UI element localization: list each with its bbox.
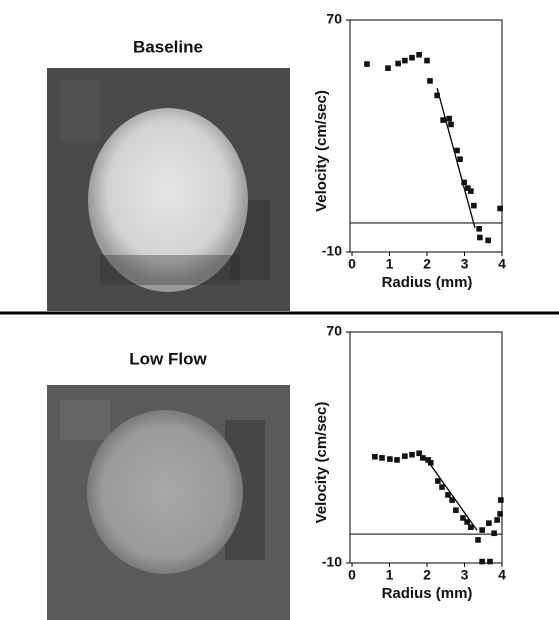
data-point: [486, 520, 492, 526]
x-tick-label: 2: [423, 567, 431, 583]
y-axis-label: Velocity (cm/sec): [313, 402, 330, 524]
data-point: [402, 453, 408, 459]
x-tick-label: 4: [498, 256, 506, 272]
data-point: [402, 57, 408, 64]
data-point: [372, 453, 378, 460]
x-tick-label: 0: [348, 256, 356, 272]
data-point: [420, 455, 426, 461]
data-point: [457, 156, 463, 162]
y-axis-label: Velocity (cm/sec): [313, 90, 330, 212]
x-tick-label: 4: [498, 567, 506, 583]
data-point: [416, 450, 422, 457]
data-point: [465, 185, 471, 191]
data-point: [494, 517, 500, 523]
data-point: [425, 457, 431, 463]
fit-line: [429, 463, 478, 531]
data-point: [424, 57, 430, 64]
data-point: [446, 115, 452, 122]
data-point: [475, 537, 481, 543]
panel-title: Baseline: [133, 37, 203, 56]
data-point: [445, 492, 451, 498]
x-tick-label: 3: [461, 567, 469, 583]
data-point: [448, 121, 454, 128]
data-point: [497, 205, 503, 212]
data-point: [491, 530, 497, 537]
panel-title: Low Flow: [129, 349, 207, 368]
data-point: [468, 188, 474, 194]
data-point: [364, 61, 370, 67]
data-point: [385, 65, 391, 71]
data-point: [498, 497, 504, 503]
data-point: [497, 511, 503, 517]
data-point: [476, 226, 482, 232]
x-tick-label: 1: [386, 567, 394, 583]
data-point: [464, 519, 470, 525]
mri-image-low-flow: [47, 385, 290, 620]
data-point: [409, 54, 415, 61]
x-tick-label: 3: [461, 256, 469, 272]
data-point: [440, 117, 446, 123]
x-axis-label: Radius (mm): [382, 585, 473, 602]
data-point: [387, 456, 393, 462]
data-point: [461, 179, 467, 186]
data-point: [409, 451, 415, 458]
data-point: [479, 558, 485, 565]
y-tick-label: 70: [326, 11, 342, 27]
plot-frame: [349, 19, 503, 253]
y-tick-label: -10: [322, 554, 342, 570]
x-tick-label: 1: [386, 256, 394, 272]
data-point: [449, 497, 455, 503]
data-point: [453, 507, 459, 513]
x-tick-label: 2: [423, 256, 431, 272]
data-point: [395, 60, 401, 67]
data-point: [468, 524, 474, 530]
data-point: [454, 147, 460, 154]
data-point: [394, 457, 400, 463]
data-point: [427, 78, 433, 84]
fit-line: [436, 87, 476, 229]
data-point: [379, 455, 385, 461]
plot-frame: [349, 331, 503, 564]
data-point: [416, 52, 422, 58]
data-point: [479, 527, 485, 533]
data-point: [487, 558, 493, 565]
data-point: [471, 202, 477, 209]
data-point: [485, 237, 491, 244]
y-tick-label: 70: [326, 323, 342, 339]
data-point: [427, 460, 434, 466]
data-point: [460, 515, 466, 521]
y-tick-label: -10: [322, 243, 342, 259]
x-tick-label: 0: [348, 567, 356, 583]
data-point: [477, 234, 483, 241]
mri-image-baseline: [47, 68, 290, 311]
x-axis-label: Radius (mm): [382, 274, 473, 291]
data-point: [439, 484, 445, 490]
data-point: [434, 92, 440, 99]
data-point: [435, 478, 441, 484]
